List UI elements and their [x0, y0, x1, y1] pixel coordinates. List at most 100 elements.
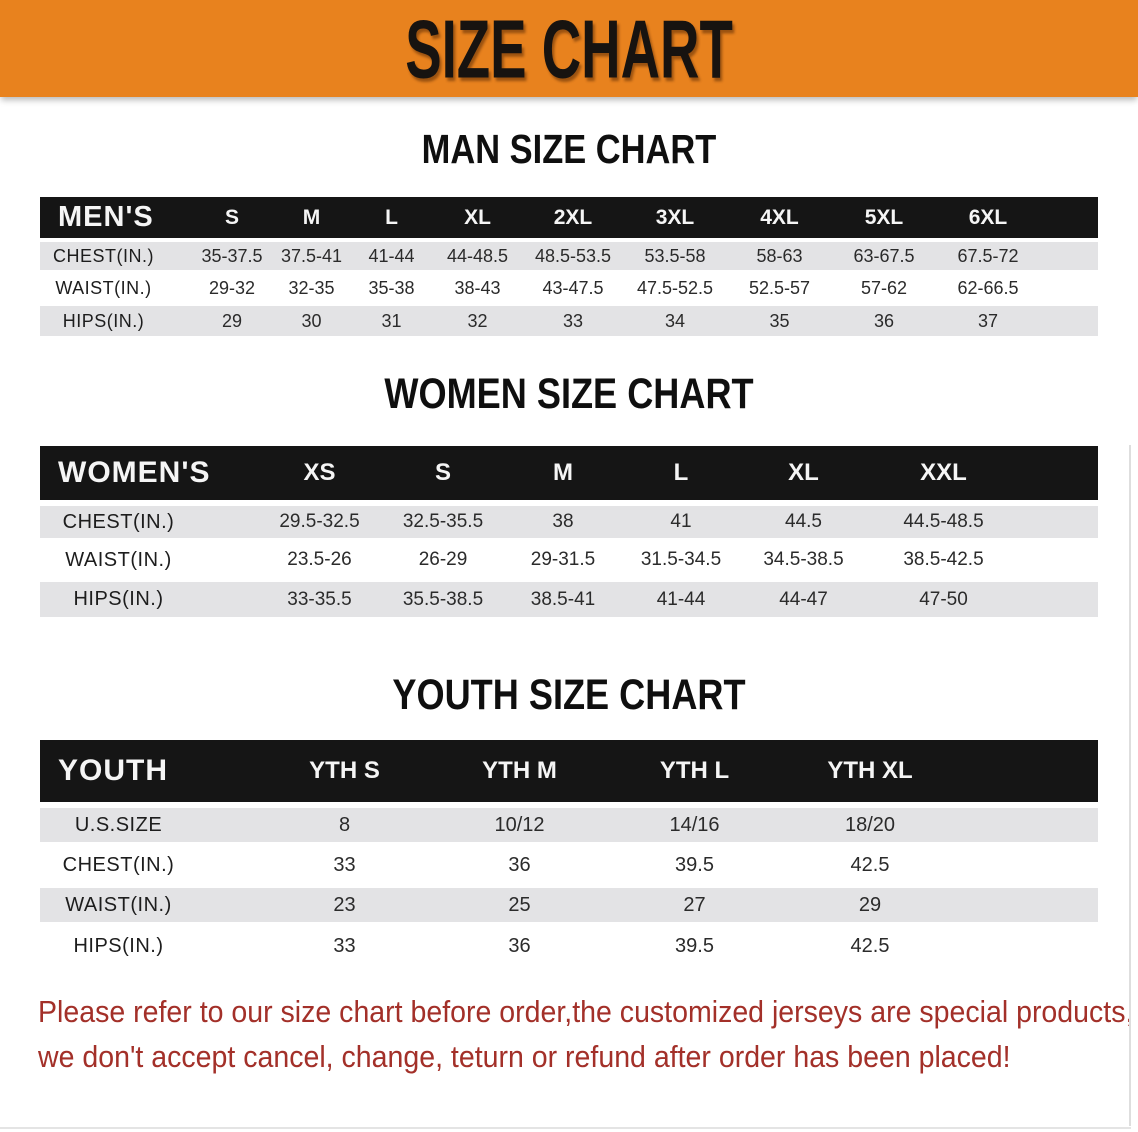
row-label: CHEST(IN.)	[40, 238, 192, 272]
column-header: XL	[740, 446, 867, 503]
column-header: S	[192, 197, 272, 240]
cell-value: 47-50	[867, 576, 1020, 617]
youth-size-section: YOUTH SIZE CHART YOUTH YTH S YTH M YTH L YTH…	[0, 671, 1138, 965]
row-filler	[1020, 576, 1098, 617]
cell-value: 33-35.5	[257, 576, 382, 617]
cell-value: 41	[622, 500, 740, 541]
cell-value: 43-47.5	[523, 270, 623, 304]
cell-value: 38-43	[432, 270, 523, 304]
cell-value: 44-48.5	[432, 238, 523, 272]
row-label: CHEST(IN.)	[40, 842, 257, 885]
cell-value: 27	[607, 882, 782, 925]
cell-value: 44-47	[740, 576, 867, 617]
row-label: HIPS(IN.)	[40, 922, 257, 965]
cell-value: 35.5-38.5	[382, 576, 504, 617]
table-row: HIPS(IN.) 29 30 31 32 33 34 35 36 37	[40, 302, 1098, 336]
table-title-cell: YOUTH	[40, 740, 257, 805]
cell-value: 29.5-32.5	[257, 500, 382, 541]
cell-value: 29	[782, 882, 958, 925]
table-title-cell: MEN'S	[40, 197, 192, 240]
row-filler	[1040, 270, 1098, 304]
row-label: HIPS(IN.)	[40, 576, 257, 617]
cell-value: 36	[432, 922, 607, 965]
cell-value: 34.5-38.5	[740, 538, 867, 579]
cell-value: 31	[351, 302, 432, 336]
cell-value: 42.5	[782, 842, 958, 885]
table-row: WAIST(IN.) 23.5-26 26-29 29-31.5 31.5-34.5 34…	[40, 538, 1098, 579]
row-label: HIPS(IN.)	[40, 302, 192, 336]
cell-value: 23.5-26	[257, 538, 382, 579]
row-filler	[958, 802, 1098, 845]
column-header: S	[382, 446, 504, 503]
row-filler	[958, 922, 1098, 965]
cell-value: 36	[432, 842, 607, 885]
row-label: CHEST(IN.)	[40, 500, 257, 541]
table-row: WAIST(IN.) 23 25 27 29	[40, 882, 1098, 925]
column-header: XL	[432, 197, 523, 240]
cell-value: 29-31.5	[504, 538, 622, 579]
column-header: YTH M	[432, 740, 607, 805]
cell-value: 39.5	[607, 922, 782, 965]
page-title: SIZE CHART	[405, 1, 733, 96]
row-filler	[958, 842, 1098, 885]
cell-value: 58-63	[727, 238, 832, 272]
cell-value: 18/20	[782, 802, 958, 845]
cell-value: 29-32	[192, 270, 272, 304]
cell-value: 44.5	[740, 500, 867, 541]
cell-value: 36	[832, 302, 936, 336]
table-title-cell: WOMEN'S	[40, 446, 257, 503]
table-row: WAIST(IN.) 29-32 32-35 35-38 38-43 43-47.5 47.…	[40, 270, 1098, 304]
womens-size-table: WOMEN'S XS S M L XL XXL CHEST(IN.) 29.5-32.5 32.5…	[40, 446, 1098, 617]
cell-value: 41-44	[622, 576, 740, 617]
cell-value: 23	[257, 882, 432, 925]
cell-value: 52.5-57	[727, 270, 832, 304]
table-row: CHEST(IN.) 33 36 39.5 42.5	[40, 842, 1098, 885]
cell-value: 33	[257, 922, 432, 965]
row-filler	[1020, 500, 1098, 541]
cell-value: 32-35	[272, 270, 351, 304]
row-filler	[1040, 302, 1098, 336]
column-header: 3XL	[623, 197, 727, 240]
cell-value: 41-44	[351, 238, 432, 272]
row-filler	[958, 882, 1098, 925]
cell-value: 37	[936, 302, 1040, 336]
banner: SIZE CHART	[0, 0, 1138, 97]
footer-disclaimer-line2: we don't accept cancel, change, teturn o…	[38, 1034, 1138, 1079]
column-header: M	[272, 197, 351, 240]
row-label: WAIST(IN.)	[40, 882, 257, 925]
cell-value: 34	[623, 302, 727, 336]
cell-value: 26-29	[382, 538, 504, 579]
cell-value: 62-66.5	[936, 270, 1040, 304]
column-header: YTH XL	[782, 740, 958, 805]
header-row: MEN'S S M L XL 2XL 3XL 4XL 5XL 6XL	[40, 197, 1098, 240]
header-row: WOMEN'S XS S M L XL XXL	[40, 446, 1098, 503]
mens-size-table: MEN'S S M L XL 2XL 3XL 4XL 5XL 6XL CHEST(IN.) 35-37…	[40, 197, 1098, 336]
cell-value: 10/12	[432, 802, 607, 845]
cell-value: 47.5-52.5	[623, 270, 727, 304]
header-filler	[958, 740, 1098, 805]
row-label: U.S.SIZE	[40, 802, 257, 845]
cell-value: 30	[272, 302, 351, 336]
column-header: 5XL	[832, 197, 936, 240]
cell-value: 8	[257, 802, 432, 845]
column-header: L	[351, 197, 432, 240]
cell-value: 33	[257, 842, 432, 885]
cell-value: 35	[727, 302, 832, 336]
cell-value: 33	[523, 302, 623, 336]
column-header: 4XL	[727, 197, 832, 240]
column-header: XS	[257, 446, 382, 503]
table-row: CHEST(IN.) 35-37.5 37.5-41 41-44 44-48.5 48.5…	[40, 238, 1098, 272]
women-size-section: WOMEN SIZE CHART WOMEN'S XS S M L XL XXL CHEST(…	[0, 370, 1138, 617]
column-header: YTH S	[257, 740, 432, 805]
row-label: WAIST(IN.)	[40, 538, 257, 579]
header-filler	[1020, 446, 1098, 503]
cell-value: 38.5-41	[504, 576, 622, 617]
cell-value: 39.5	[607, 842, 782, 885]
cell-value: 25	[432, 882, 607, 925]
footer-disclaimer-line1: Please refer to our size chart before or…	[38, 989, 1138, 1034]
row-label: WAIST(IN.)	[40, 270, 192, 304]
cell-value: 29	[192, 302, 272, 336]
cell-value: 32.5-35.5	[382, 500, 504, 541]
scan-edge-right	[1129, 445, 1131, 1126]
